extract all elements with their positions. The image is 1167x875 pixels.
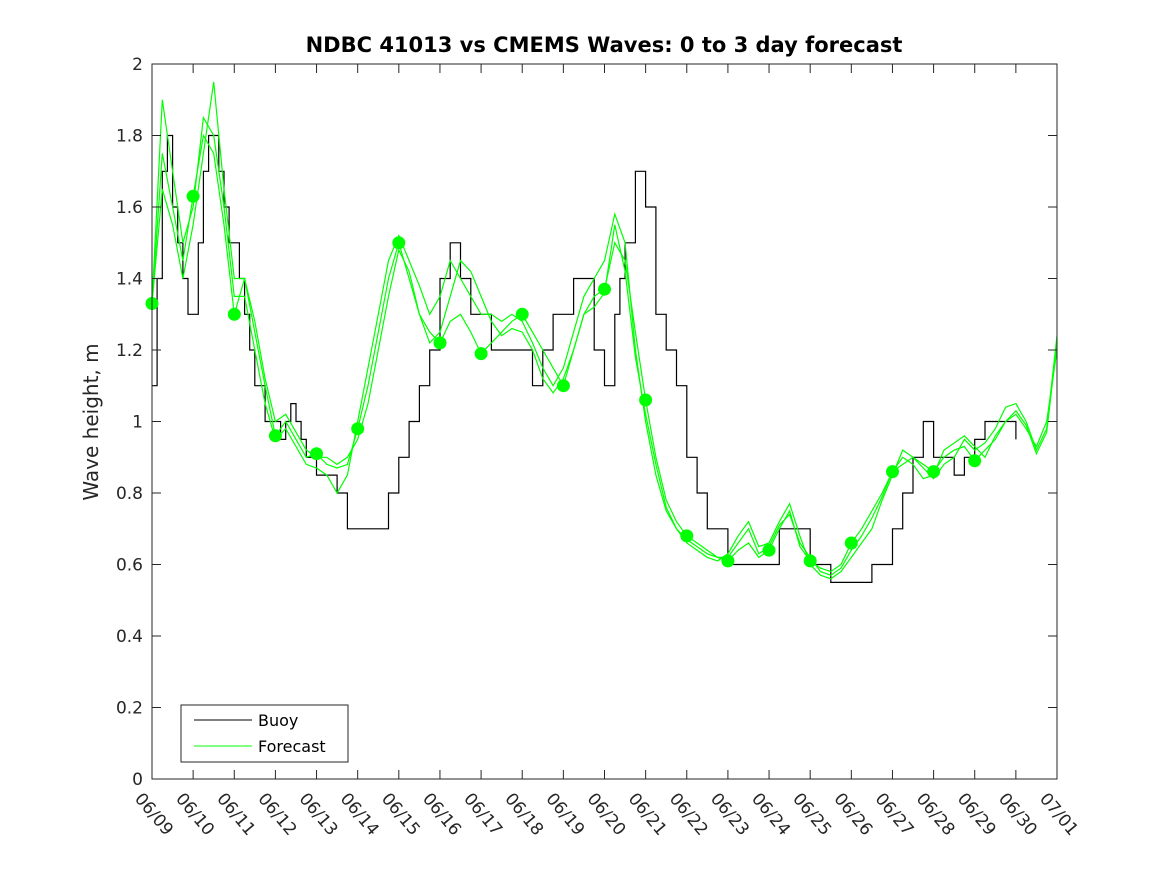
forecast-marker (556, 379, 570, 393)
forecast-marker (762, 543, 776, 557)
forecast-marker (392, 236, 406, 250)
y-tick-label: 2 (132, 55, 143, 75)
y-tick-label: 1.8 (116, 127, 143, 147)
y-tick-label: 0.2 (116, 699, 143, 719)
forecast-marker (515, 307, 529, 321)
series-line-forecast-2 (151, 99, 1058, 580)
y-tick-label: 1.6 (116, 198, 143, 218)
chart-title: NDBC 41013 vs CMEMS Waves: 0 to 3 day fo… (306, 33, 903, 57)
forecast-marker (433, 336, 447, 350)
legend-box (180, 704, 349, 763)
forecast-marker (680, 529, 694, 543)
y-tick-label: 0.6 (116, 556, 143, 576)
forecast-marker (351, 422, 365, 436)
legend-label-buoy: Buoy (258, 711, 298, 730)
forecast-marker (721, 554, 735, 568)
y-tick-label: 1 (132, 413, 143, 433)
legend-label-forecast: Forecast (258, 737, 326, 756)
forecast-marker (844, 536, 858, 550)
forecast-marker (186, 189, 200, 203)
y-axis-label: Wave height, m (79, 343, 103, 500)
forecast-marker (268, 429, 282, 443)
forecast-marker (639, 393, 653, 407)
axes-box (151, 63, 1058, 780)
forecast-marker (598, 282, 611, 296)
y-tick-label: 0 (132, 770, 143, 790)
forecast-marker (886, 465, 899, 479)
forecast-marker (927, 465, 941, 479)
plot-area (145, 81, 1058, 583)
y-tick-label: 1.2 (116, 341, 143, 361)
forecast-marker (803, 554, 817, 568)
y-tick-label: 0.8 (116, 484, 143, 504)
forecast-marker (227, 307, 241, 321)
forecast-marker (968, 454, 982, 468)
legend: Buoy Forecast (180, 704, 349, 763)
y-tick-label: 0.4 (116, 627, 143, 647)
y-tick-label: 1.4 (116, 270, 143, 290)
forecast-marker (310, 447, 323, 461)
forecast-marker (474, 347, 488, 361)
